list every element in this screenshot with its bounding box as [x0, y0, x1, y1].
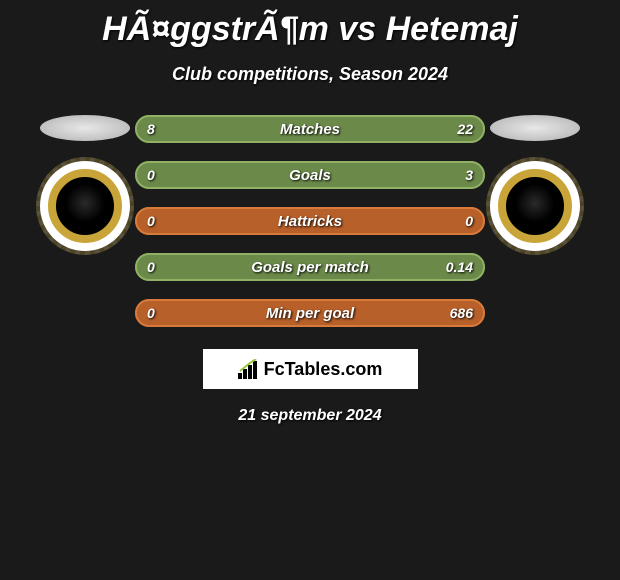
stat-row: 0 Goals 3: [135, 161, 485, 189]
stat-value-right: 3: [465, 167, 473, 183]
player-right-column: [485, 115, 585, 251]
stat-value-left: 0: [147, 167, 155, 183]
stat-label: Hattricks: [278, 213, 342, 230]
stat-label: Goals: [289, 167, 331, 184]
stat-value-right: 0: [465, 213, 473, 229]
player-left-avatar-placeholder: [40, 115, 130, 141]
stat-row: 0 Min per goal 686: [135, 299, 485, 327]
stats-column: 8 Matches 22 0 Goals 3 0 Hattricks 0 0 Goals per m…: [135, 115, 485, 327]
stat-value-right: 22: [457, 121, 473, 137]
stat-label: Matches: [280, 121, 340, 138]
stat-value-left: 0: [147, 305, 155, 321]
comparison-area: 8 Matches 22 0 Goals 3 0 Hattricks 0 0 Goals per m…: [0, 115, 620, 327]
page-subtitle: Club competitions, Season 2024: [0, 64, 620, 85]
player-left-club-badge: [40, 161, 130, 251]
stat-value-right: 0.14: [446, 259, 473, 275]
player-right-club-badge: [490, 161, 580, 251]
stat-value-right: 686: [450, 305, 473, 321]
player-left-column: [35, 115, 135, 251]
stat-row: 0 Goals per match 0.14: [135, 253, 485, 281]
stat-row: 8 Matches 22: [135, 115, 485, 143]
bar-chart-icon: [238, 359, 260, 379]
stat-label: Min per goal: [266, 305, 354, 322]
stat-row: 0 Hattricks 0: [135, 207, 485, 235]
page-title: HÃ¤ggstrÃ¶m vs Hetemaj: [0, 0, 620, 49]
player-right-avatar-placeholder: [490, 115, 580, 141]
stat-value-left: 8: [147, 121, 155, 137]
stat-value-left: 0: [147, 213, 155, 229]
stat-label: Goals per match: [251, 259, 369, 276]
stat-value-left: 0: [147, 259, 155, 275]
footer-date: 21 september 2024: [0, 407, 620, 425]
site-logo: FcTables.com: [203, 349, 418, 389]
site-name: FcTables.com: [264, 359, 383, 380]
